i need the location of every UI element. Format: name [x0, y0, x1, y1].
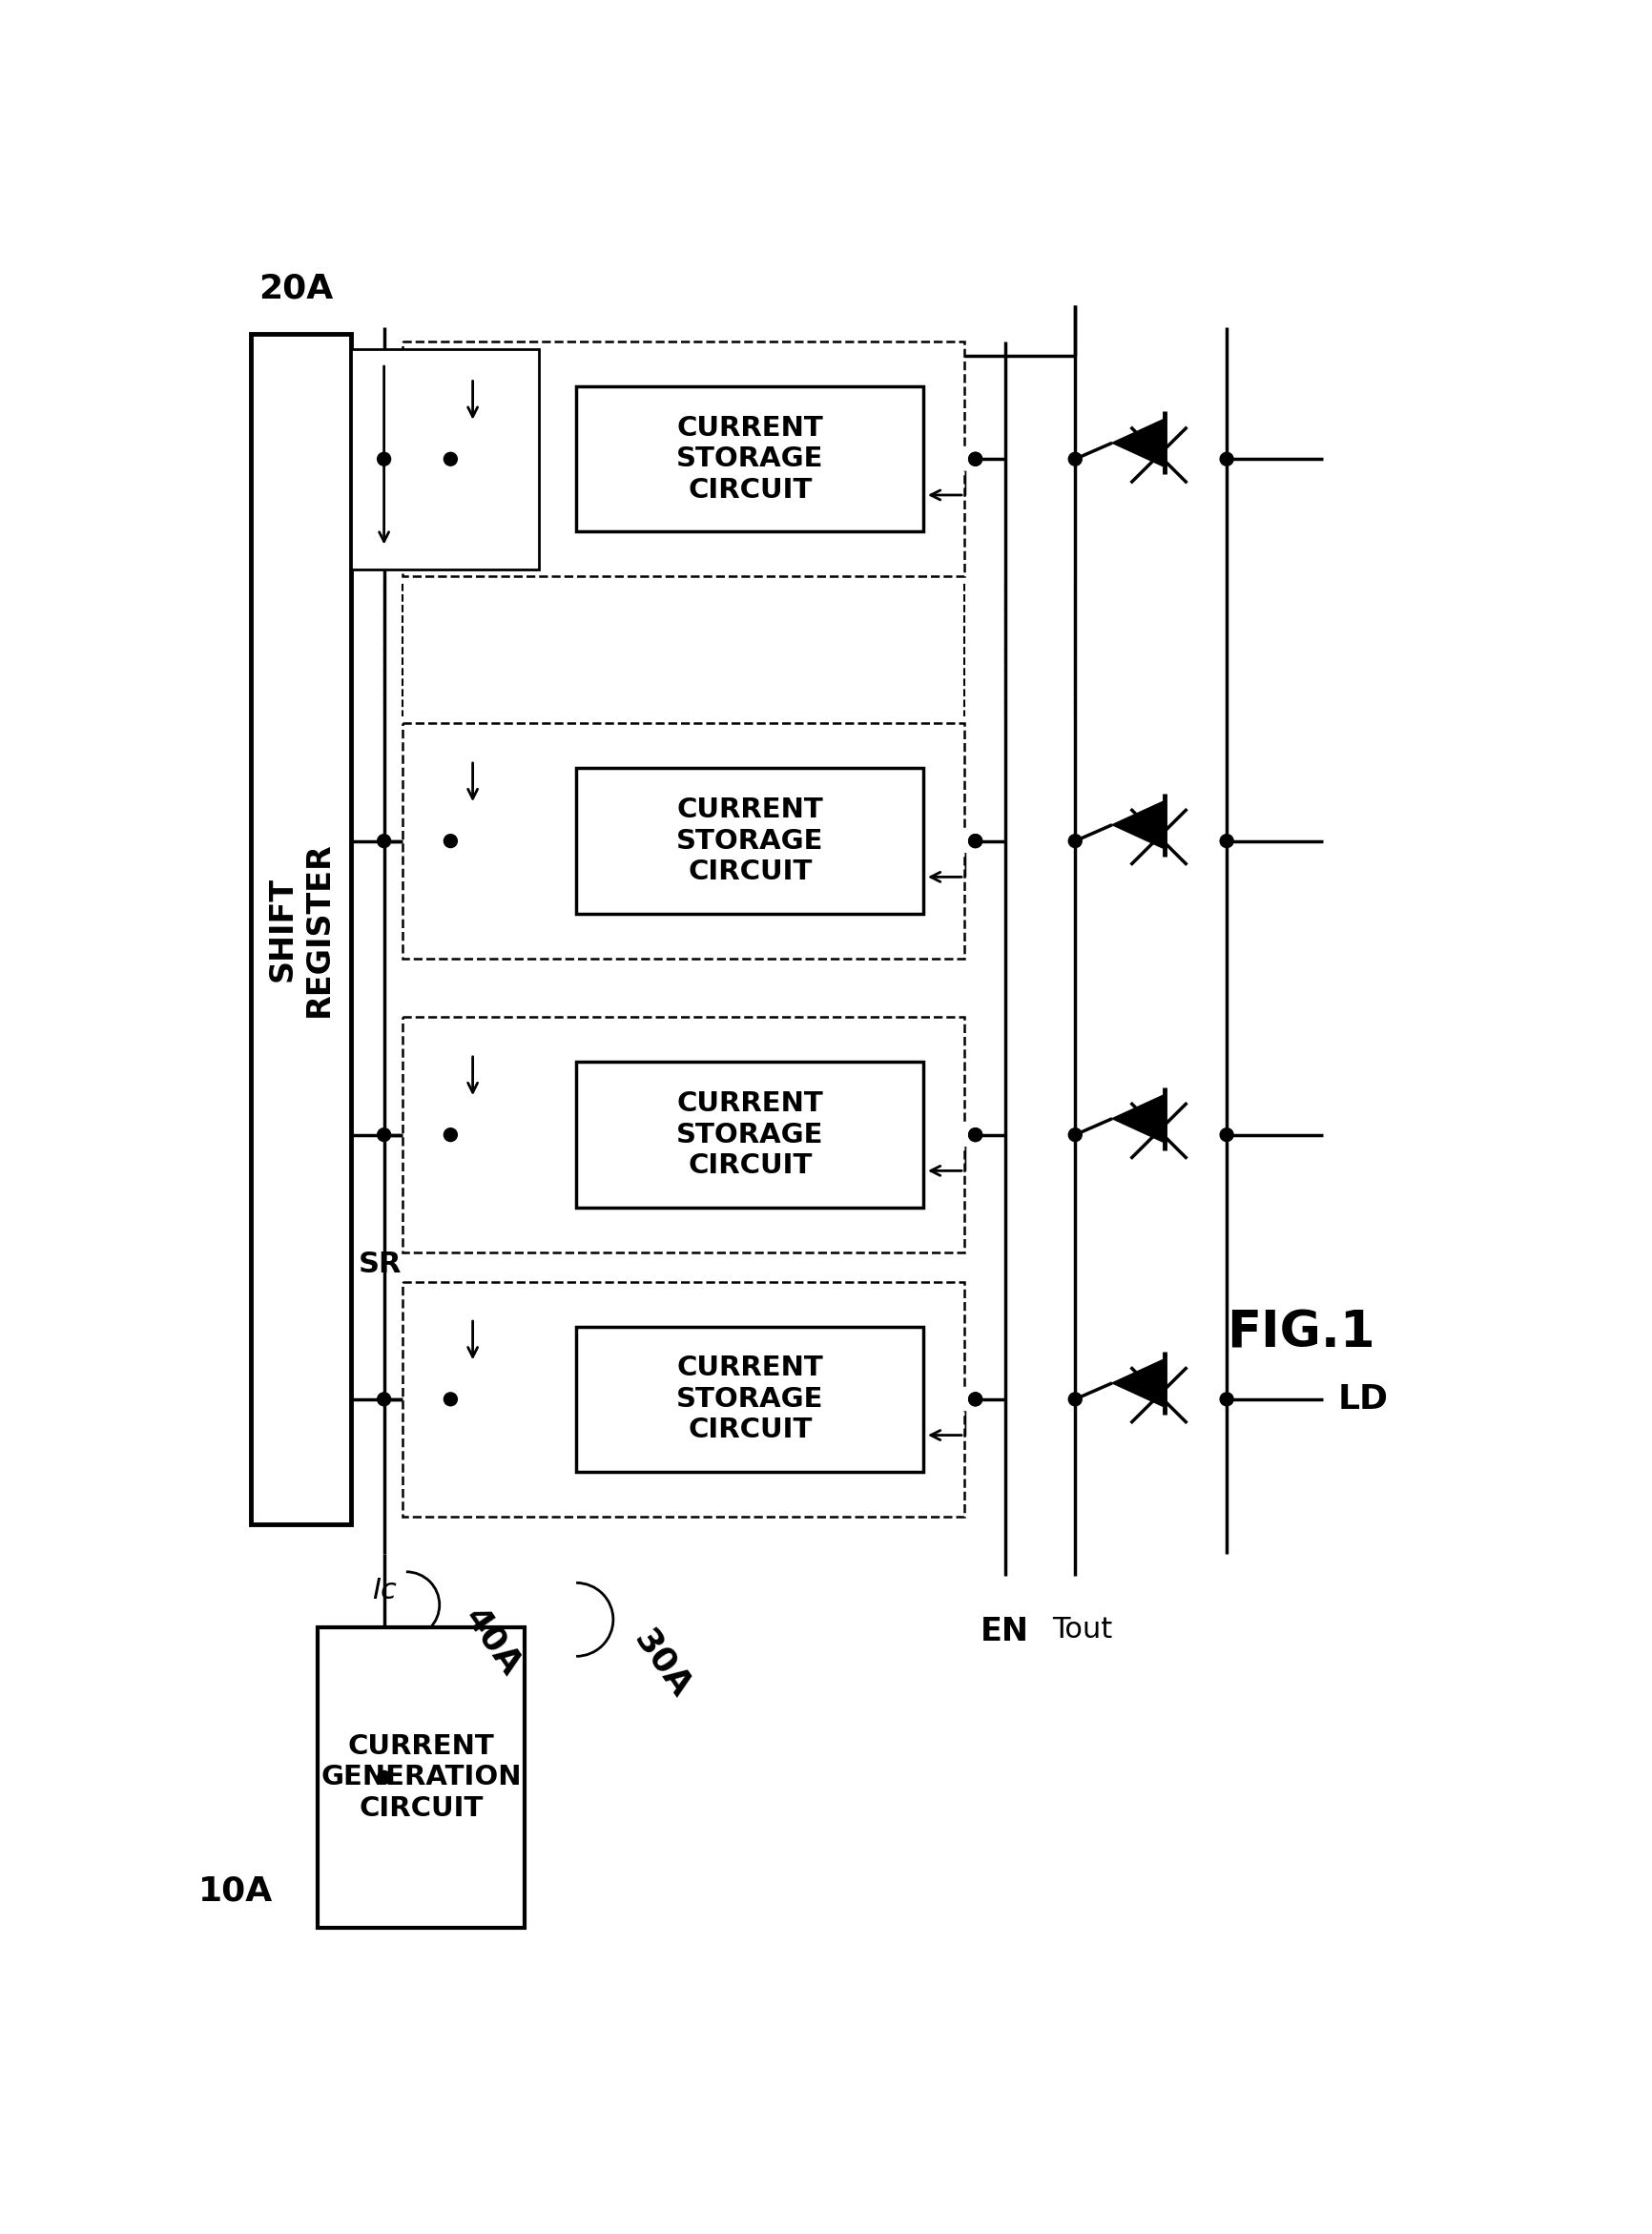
Circle shape — [441, 1126, 459, 1144]
Circle shape — [377, 454, 390, 465]
Circle shape — [514, 831, 534, 851]
Bar — [577, 1061, 923, 1209]
Circle shape — [953, 831, 975, 851]
Circle shape — [1067, 454, 1080, 465]
Circle shape — [1219, 1128, 1232, 1142]
Circle shape — [1067, 833, 1080, 847]
Circle shape — [1219, 1392, 1232, 1405]
Bar — [403, 724, 963, 958]
Text: CURRENT
STORAGE
CIRCUIT: CURRENT STORAGE CIRCUIT — [676, 798, 823, 885]
Bar — [403, 1282, 963, 1517]
Circle shape — [968, 833, 981, 847]
Circle shape — [968, 1392, 981, 1405]
Text: LD: LD — [1336, 1383, 1388, 1416]
Polygon shape — [1112, 418, 1165, 467]
Text: Ic: Ic — [372, 1577, 396, 1604]
Circle shape — [377, 1128, 390, 1142]
Polygon shape — [1112, 1358, 1165, 1407]
Circle shape — [514, 1126, 534, 1144]
Bar — [403, 342, 963, 576]
Text: Tout: Tout — [1052, 1615, 1112, 1644]
Polygon shape — [1112, 1095, 1165, 1144]
Circle shape — [1067, 1392, 1080, 1405]
Bar — [577, 1327, 923, 1472]
Bar — [403, 1016, 963, 1253]
Circle shape — [441, 831, 459, 851]
Circle shape — [441, 449, 459, 469]
Circle shape — [953, 449, 975, 469]
Circle shape — [377, 833, 390, 847]
Circle shape — [968, 1128, 981, 1142]
Circle shape — [444, 1128, 458, 1142]
Circle shape — [514, 449, 534, 469]
Circle shape — [514, 1390, 534, 1410]
Circle shape — [953, 1124, 975, 1146]
Text: CURRENT
STORAGE
CIRCUIT: CURRENT STORAGE CIRCUIT — [676, 416, 823, 503]
Polygon shape — [1112, 800, 1165, 849]
Text: CURRENT
STORAGE
CIRCUIT: CURRENT STORAGE CIRCUIT — [676, 1356, 823, 1443]
Circle shape — [968, 833, 981, 847]
Text: 10A: 10A — [198, 1874, 273, 1908]
Circle shape — [444, 833, 458, 847]
Circle shape — [1219, 833, 1232, 847]
Bar — [577, 386, 923, 532]
Bar — [251, 335, 350, 1524]
Circle shape — [441, 1390, 459, 1410]
Text: SHIFT
REGISTER: SHIFT REGISTER — [266, 842, 334, 1016]
Circle shape — [444, 1392, 458, 1405]
Circle shape — [1067, 1128, 1080, 1142]
Bar — [317, 1626, 524, 1928]
Bar — [350, 349, 539, 570]
Circle shape — [968, 454, 981, 465]
Text: CURRENT
GENERATION
CIRCUIT: CURRENT GENERATION CIRCUIT — [320, 1734, 520, 1821]
Bar — [577, 768, 923, 914]
Circle shape — [968, 1392, 981, 1405]
Text: 20A: 20A — [258, 273, 332, 304]
Circle shape — [1219, 454, 1232, 465]
Circle shape — [968, 454, 981, 465]
Circle shape — [377, 1772, 390, 1785]
Text: 40A: 40A — [458, 1602, 527, 1682]
Text: SR: SR — [358, 1251, 401, 1278]
Circle shape — [968, 1128, 981, 1142]
Text: EN: EN — [980, 1615, 1029, 1646]
Circle shape — [953, 1390, 975, 1410]
Circle shape — [444, 454, 458, 465]
Text: CURRENT
STORAGE
CIRCUIT: CURRENT STORAGE CIRCUIT — [676, 1090, 823, 1180]
Text: FIG.1: FIG.1 — [1226, 1309, 1374, 1358]
Text: 30A: 30A — [628, 1624, 697, 1705]
Circle shape — [377, 1392, 390, 1405]
